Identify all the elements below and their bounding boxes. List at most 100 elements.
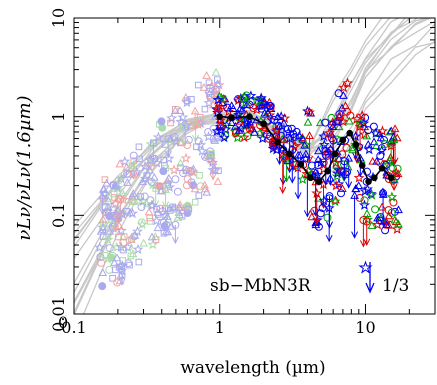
data-point: [323, 148, 332, 157]
data-point: [391, 223, 403, 234]
data-point: [200, 180, 210, 189]
data-point: [170, 135, 182, 146]
data-point: [135, 143, 143, 151]
data-point: [259, 96, 269, 105]
upper-limit-arrow: [313, 217, 321, 226]
upper-limit-arrow: [149, 154, 157, 162]
data-point: [212, 94, 224, 105]
median-point: [274, 138, 282, 146]
median-point: [324, 167, 331, 175]
upper-limit-arrow: [391, 157, 399, 165]
data-point: [173, 187, 182, 196]
data-point: [381, 140, 390, 149]
data-point: [115, 173, 127, 184]
data-point: [235, 116, 245, 125]
median-point: [297, 160, 305, 168]
data-point: [110, 190, 118, 198]
data-point: [321, 118, 330, 127]
data-point: [263, 130, 272, 139]
data-point: [105, 212, 114, 221]
data-point: [102, 178, 111, 187]
data-point: [119, 155, 131, 167]
upper-limit-arrow: [118, 278, 126, 286]
data-point: [94, 241, 106, 253]
upper-limit-arrow: [345, 181, 353, 189]
data-point: [109, 274, 116, 282]
data-point: [208, 150, 215, 158]
data-point: [195, 192, 203, 199]
data-point: [390, 207, 399, 216]
data-point: [314, 222, 323, 231]
data-point: [288, 141, 300, 152]
data-point: [126, 261, 133, 269]
median-point: [371, 174, 378, 182]
data-point: [136, 155, 143, 163]
data-point: [119, 238, 128, 247]
data-point: [97, 258, 106, 267]
data-point: [372, 219, 383, 230]
data-point: [214, 134, 222, 142]
data-point: [365, 188, 377, 199]
data-point: [177, 111, 189, 123]
data-point: [294, 137, 303, 146]
data-point: [157, 117, 166, 126]
data-point: [278, 143, 288, 152]
data-point: [114, 221, 124, 230]
data-point: [116, 260, 128, 271]
data-point: [213, 176, 223, 185]
upper-limit-arrow: [98, 207, 106, 216]
data-point: [183, 141, 192, 150]
data-point: [366, 189, 378, 200]
data-point: [147, 232, 157, 241]
upper-limit-arrow: [279, 186, 287, 195]
data-point: [111, 266, 119, 274]
data-point: [188, 95, 195, 103]
data-point: [393, 164, 402, 173]
data-point: [199, 83, 209, 91]
data-point: [363, 139, 373, 148]
upper-limit-arrow: [356, 169, 364, 178]
data-point: [267, 142, 279, 154]
data-point: [137, 203, 146, 212]
data-point: [201, 105, 209, 113]
data-point: [140, 192, 149, 201]
data-point: [180, 152, 192, 163]
data-point: [246, 125, 255, 134]
data-point: [393, 219, 403, 228]
data-point: [332, 167, 343, 179]
data-point: [234, 125, 244, 134]
data-point: [129, 170, 138, 179]
data-point: [332, 116, 344, 127]
data-point: [214, 103, 224, 112]
data-point: [245, 90, 257, 101]
data-point: [139, 160, 151, 172]
data-point: [385, 140, 397, 151]
data-point: [375, 216, 384, 225]
data-point: [359, 199, 370, 210]
data-point: [318, 194, 330, 206]
data-point: [108, 217, 119, 229]
data-point: [191, 198, 199, 206]
data-point: [342, 77, 354, 88]
photometry-points: [94, 67, 403, 291]
data-point: [377, 125, 388, 136]
data-point: [164, 173, 174, 182]
data-point: [120, 246, 127, 254]
data-point: [362, 209, 372, 217]
data-point: [168, 164, 180, 175]
data-point: [250, 127, 259, 136]
data-point: [163, 212, 172, 220]
data-point: [367, 221, 377, 229]
data-point: [213, 79, 222, 88]
median-point: [352, 141, 360, 148]
data-point: [115, 176, 124, 185]
data-point: [128, 249, 138, 258]
data-point: [203, 131, 214, 142]
data-point: [196, 182, 205, 191]
data-point: [390, 215, 400, 224]
upper-limit-arrow: [279, 177, 287, 186]
data-point: [257, 104, 266, 113]
data-point: [304, 106, 315, 118]
data-point: [360, 196, 369, 205]
data-point: [275, 110, 287, 122]
